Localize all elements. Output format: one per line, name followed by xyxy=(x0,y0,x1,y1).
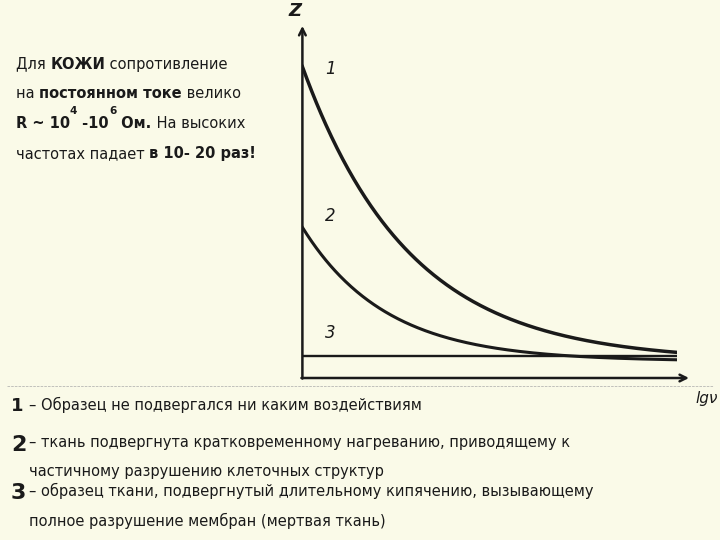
Text: полное разрушение мембран (мертвая ткань): полное разрушение мембран (мертвая ткань… xyxy=(29,513,385,529)
Text: в 10- 20 раз!: в 10- 20 раз! xyxy=(149,146,256,161)
Text: R ~ 10: R ~ 10 xyxy=(16,116,70,131)
Text: – образец ткани, подвергнутый длительному кипячению, вызывающему: – образец ткани, подвергнутый длительном… xyxy=(29,483,593,500)
Text: lgν: lgν xyxy=(696,392,718,407)
Text: КОЖИ: КОЖИ xyxy=(50,57,105,72)
Text: 6: 6 xyxy=(109,106,117,117)
Text: Для: Для xyxy=(16,57,50,72)
Text: 1: 1 xyxy=(11,397,23,415)
Text: постоянном токе: постоянном токе xyxy=(39,86,181,102)
Text: 2: 2 xyxy=(325,207,336,225)
Text: -10: -10 xyxy=(77,116,109,131)
Text: 2: 2 xyxy=(11,435,26,455)
Text: 4: 4 xyxy=(70,106,77,117)
Text: 1: 1 xyxy=(325,60,336,78)
Text: Ом.: Ом. xyxy=(117,116,152,131)
Text: На высоких: На высоких xyxy=(152,116,245,131)
Text: – ткань подвергнута кратковременному нагреванию, приводящему к: – ткань подвергнута кратковременному наг… xyxy=(29,435,570,450)
Text: 3: 3 xyxy=(325,325,336,342)
Text: частичному разрушению клеточных структур: частичному разрушению клеточных структур xyxy=(29,464,384,480)
Text: – Образец не подвергался ни каким воздействиям: – Образец не подвергался ни каким воздей… xyxy=(29,397,422,413)
Text: Z: Z xyxy=(289,2,302,20)
Text: сопротивление: сопротивление xyxy=(105,57,228,72)
Text: велико: велико xyxy=(181,86,240,102)
Text: 3: 3 xyxy=(11,483,26,503)
Text: на: на xyxy=(16,86,39,102)
Text: частотах падает: частотах падает xyxy=(16,146,149,161)
